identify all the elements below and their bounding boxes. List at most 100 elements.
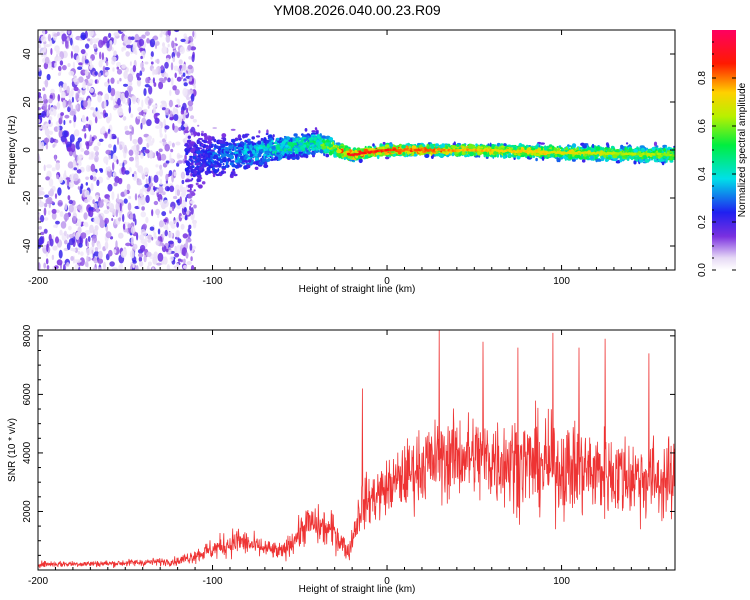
spectrogram-cell xyxy=(217,156,222,159)
spectrogram-cell xyxy=(84,230,91,235)
spectrogram-cell xyxy=(124,144,127,154)
spectrogram-cell xyxy=(72,159,76,167)
spectrogram-cell xyxy=(84,69,89,77)
spectrogram-cell xyxy=(328,144,332,148)
spectrogram-cell xyxy=(654,160,659,163)
spectrogram-cell xyxy=(591,143,595,149)
spectrogram-cell xyxy=(172,56,176,63)
spectrogram-cell xyxy=(143,113,146,118)
spectrogram-cell xyxy=(216,146,220,149)
spectrogram-cell xyxy=(116,80,120,85)
spectrogram-cell xyxy=(238,159,242,164)
spectrogram-cell xyxy=(127,202,132,211)
spectrogram-cell xyxy=(94,247,99,252)
spectrogram-cell xyxy=(496,153,500,158)
spectrogram-cell xyxy=(569,156,573,160)
spectrogram-cell xyxy=(321,135,326,139)
spectrogram-cell xyxy=(173,114,179,121)
spectrogram-cell xyxy=(174,30,180,33)
spectrogram-cell xyxy=(38,201,45,208)
spectrogram-cell xyxy=(69,110,76,116)
spectrogram-cell xyxy=(47,210,51,216)
spectrogram-cell xyxy=(175,245,182,254)
spectrogram-cell xyxy=(182,233,188,239)
spectrogram-cell xyxy=(173,195,178,200)
spectrogram-cell xyxy=(192,30,195,38)
spectrogram-cell xyxy=(138,47,145,52)
spectrogram-cell xyxy=(123,83,128,87)
spectrogram-cell xyxy=(477,150,481,155)
spectrogram-cell xyxy=(156,58,160,64)
spectrogram-cell xyxy=(172,85,177,91)
spectrogram-cell xyxy=(187,100,194,107)
spectrogram-cell xyxy=(66,262,70,267)
spectrogram-cell xyxy=(284,136,288,140)
spectrogram-cell xyxy=(122,116,127,121)
spectrogram-cell xyxy=(67,161,74,169)
spectrogram-cell xyxy=(354,149,358,153)
spectrogram-cell xyxy=(168,99,173,108)
spectrogram-cell xyxy=(128,105,131,114)
spectrogram-cell xyxy=(555,154,558,158)
spectrogram-cell xyxy=(216,163,222,166)
spectrogram-cell xyxy=(257,140,262,145)
spectrogram-cell xyxy=(190,265,195,270)
spectrogram-cell xyxy=(124,90,129,99)
spectrogram-cell xyxy=(189,205,192,211)
spectrogram-cell xyxy=(54,45,60,52)
spectrogram-cell xyxy=(48,130,54,135)
spectrogram-cell xyxy=(43,164,46,172)
spectrogram-cell xyxy=(185,252,189,259)
spectrogram-cell xyxy=(181,201,187,209)
spectrogram-cell xyxy=(65,40,69,49)
spectrogram-cell xyxy=(167,43,170,48)
spectrogram-cell xyxy=(179,65,183,69)
spectrogram-cell xyxy=(38,92,41,97)
spectrogram-cell xyxy=(131,95,137,102)
spectrogram-cell xyxy=(51,167,56,172)
spectrogram-cell xyxy=(196,149,201,155)
spectrogram-cell xyxy=(78,178,81,184)
spectrogram-cell xyxy=(265,133,269,135)
spectrogram-cell xyxy=(53,224,58,228)
spectrogram-cell xyxy=(162,183,167,187)
spectrogram-cell xyxy=(174,72,177,79)
spectrogram-cell xyxy=(51,254,55,260)
spectrogram-cell xyxy=(633,148,638,153)
spectrogram-cell xyxy=(142,223,148,230)
spectrogram-cell xyxy=(210,159,215,162)
spectrogram-cell xyxy=(119,144,123,151)
spectrogram-cell xyxy=(48,119,51,125)
spectrogram-cell xyxy=(536,147,542,151)
spectrogram-cell xyxy=(86,255,89,263)
spectrogram-cell xyxy=(213,156,216,160)
spectrogram-cell xyxy=(235,153,239,158)
spectrogram-cell xyxy=(112,162,115,171)
spectrogram-cell xyxy=(59,85,62,93)
spectrogram-cell xyxy=(94,71,98,76)
spectrogram-cell xyxy=(93,43,98,50)
spectrogram-cell xyxy=(372,143,375,147)
spectrogram-cell xyxy=(188,105,194,112)
spectrogram-cell xyxy=(143,88,147,97)
spectrogram-cell xyxy=(167,231,173,238)
spectrogram-cell xyxy=(208,158,211,163)
spectrogram-cell xyxy=(569,145,572,148)
spectrogram-cell xyxy=(259,148,264,153)
spectrogram-cell xyxy=(302,153,308,157)
spectrogram-cell xyxy=(92,267,97,270)
spectrogram-cell xyxy=(57,94,61,102)
spectrogram-cell xyxy=(43,228,48,234)
spectrogram-cell xyxy=(182,63,187,72)
spectrogram-cell xyxy=(143,167,149,176)
spectrogram-cell xyxy=(124,125,129,130)
spectrogram-cell xyxy=(145,194,150,204)
spectrogram-cell xyxy=(180,215,186,219)
spectrogram-cell xyxy=(266,144,270,149)
spectrogram-cell xyxy=(141,117,147,125)
spectrogram-cell xyxy=(108,32,112,39)
spectrogram-cell xyxy=(185,196,188,203)
spectrogram-cell xyxy=(71,88,74,97)
spectrogram-cell xyxy=(77,89,81,94)
spectrogram-cell xyxy=(325,153,330,158)
